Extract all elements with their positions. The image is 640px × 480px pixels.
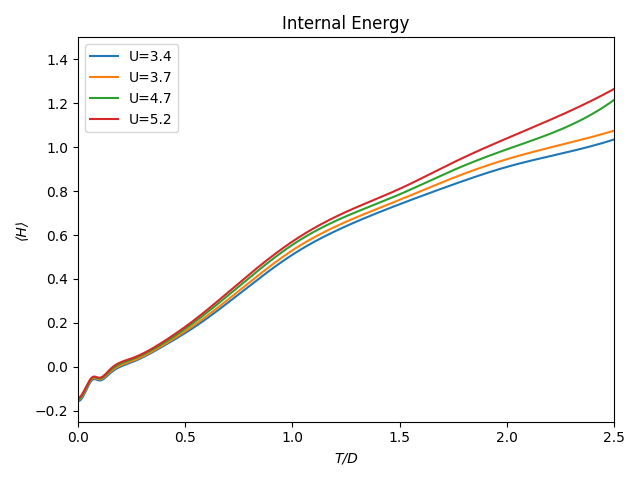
U=5.2	[542, 119, 550, 125]
U=3.4	[167, 339, 175, 345]
U=4.7	[542, 132, 550, 138]
U=5.2	[303, 229, 310, 235]
U=5.2	[135, 352, 143, 358]
Line: U=4.7: U=4.7	[78, 100, 614, 399]
U=3.7	[303, 239, 311, 244]
U=3.7	[136, 355, 143, 361]
Line: U=3.4: U=3.4	[78, 140, 614, 401]
U=3.7	[74, 397, 82, 403]
U=3.4	[610, 137, 618, 143]
U=5.2	[610, 86, 618, 92]
U=4.7	[600, 104, 607, 110]
U=3.4	[75, 398, 83, 404]
Line: U=5.2: U=5.2	[78, 89, 614, 398]
Line: U=3.7: U=3.7	[78, 131, 614, 400]
U=5.2	[74, 395, 82, 401]
X-axis label: T/D: T/D	[334, 451, 358, 465]
U=3.7	[542, 146, 550, 152]
U=4.7	[167, 336, 175, 341]
U=3.4	[542, 154, 550, 160]
U=5.2	[167, 334, 175, 340]
U=4.7	[303, 233, 310, 239]
U=3.4	[136, 356, 143, 362]
Title: Internal Energy: Internal Energy	[282, 15, 410, 33]
U=4.7	[610, 97, 618, 103]
U=4.7	[135, 353, 143, 359]
U=3.7	[610, 128, 618, 133]
U=3.7	[167, 337, 175, 343]
U=5.2	[280, 245, 287, 251]
U=3.7	[280, 253, 287, 259]
U=3.4	[303, 243, 311, 249]
U=4.7	[280, 248, 287, 254]
U=3.4	[74, 398, 82, 404]
U=3.7	[600, 131, 607, 137]
U=3.7	[74, 397, 82, 403]
U=4.7	[74, 396, 82, 402]
Y-axis label: ⟨H⟩: ⟨H⟩	[15, 219, 29, 240]
U=3.4	[280, 258, 287, 264]
U=5.2	[600, 92, 607, 97]
U=3.4	[600, 140, 607, 145]
Legend: U=3.4, U=3.7, U=4.7, U=5.2: U=3.4, U=3.7, U=4.7, U=5.2	[84, 44, 179, 132]
